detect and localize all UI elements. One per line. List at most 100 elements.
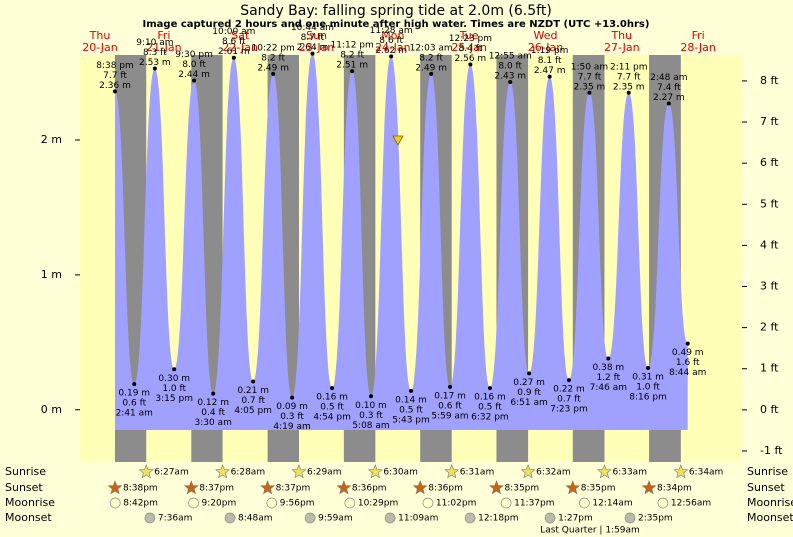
extreme-label: 0.3 ft [359,411,383,421]
row-time: 6:29am [307,468,342,478]
extreme-label: 7.4 ft [657,83,681,93]
sunset-icon [183,480,199,495]
day-date: 27-Jan [604,41,640,54]
row-time: 8:42pm [123,499,158,509]
y2-tick-label: 4 ft [760,238,779,251]
extreme-label: 0.09 m [276,402,308,412]
extreme-label: 10:22 pm [252,43,295,53]
extreme-label: 8.2 ft [340,51,364,61]
extreme-label: 1.6 ft [676,358,700,368]
extreme-point [132,382,137,387]
extreme-point [547,74,552,79]
extreme-label: 0.3 ft [280,412,304,422]
extreme-label: 0.4 ft [201,408,225,418]
y2-tick-label: 7 ft [760,115,779,128]
day-date: 21-Jan [146,41,182,54]
y2-tick-label: 1 ft [760,362,779,375]
extreme-label: 12:23 pm [449,34,492,44]
extreme-label: 0.5 ft [478,403,502,413]
extreme-label: 2.49 m [257,63,289,73]
y-tick-label: 2 m [41,133,62,146]
extreme-label: 7.7 ft [578,72,602,82]
day-name: Mon [381,29,404,42]
row-time: 6:34am [689,468,724,478]
extreme-label: 2.43 m [494,71,526,81]
row-time: 9:56pm [280,499,315,509]
extreme-label: 5:59 am [431,411,468,421]
extreme-label: 1.2 ft [596,373,620,383]
extreme-label: 1.0 ft [162,384,186,394]
extreme-label: 0.22 m [553,385,585,395]
extreme-point [251,379,256,384]
extreme-label: 2:48 am [650,73,687,83]
y2-tick-label: 6 ft [760,156,779,169]
row-time: 8:35pm [581,484,616,494]
extreme-point [626,90,631,95]
extreme-point [566,378,571,383]
row-label: Sunset [5,481,43,494]
extreme-label: 0.5 ft [320,403,344,413]
extreme-point [310,51,315,56]
row-time: 6:30am [383,468,418,478]
extreme-label: 2.51 m [336,61,368,71]
extreme-label: 7:46 am [590,383,627,393]
moon-phase: Last Quarter | 1:59am [540,526,640,536]
extreme-label: 12:03 am [410,43,453,53]
extreme-point [389,54,394,59]
day-name: Thu [610,29,632,42]
extreme-label: 1.0 ft [636,382,660,392]
extreme-label: 0.12 m [197,398,229,408]
extreme-label: 4:05 pm [234,406,272,416]
sunset-icon [107,480,123,495]
extreme-label: 2.64 m [297,43,329,53]
extreme-label: 4:54 pm [313,413,351,423]
row-time: 6:28am [231,468,266,478]
row-label: Sunrise [5,465,46,478]
extreme-label: 8:16 pm [629,392,667,402]
row-time: 6:31am [460,468,495,478]
moonrise-icon [188,497,199,509]
day-name: Wed [533,29,557,42]
extreme-label: 2.49 m [415,63,447,73]
extreme-point [487,386,492,391]
extreme-point [152,66,157,71]
chart-subtitle: Image captured 2 hours and one minute af… [143,19,650,30]
sunrise-icon [520,464,536,479]
row-time: 8:36pm [352,484,387,494]
extreme-label: 8.0 ft [182,60,206,70]
extreme-point [606,356,611,361]
extreme-label: 5:43 pm [392,415,430,425]
extreme-label: 7:23 pm [550,405,588,415]
extreme-label: 0.7 ft [557,395,581,405]
row-time: 8:36pm [428,484,463,494]
extreme-label: 0.6 ft [122,399,146,409]
day-name: Tue [459,29,479,42]
sunrise-icon [215,464,231,479]
extreme-point [369,394,374,399]
row-time: 12:14am [592,499,632,509]
extreme-label: 8.1 ft [538,56,562,66]
extreme-label: 8:38 pm [96,61,134,71]
extreme-point [508,79,513,84]
row-time: 6:32am [536,468,571,478]
sunrise-icon [596,464,612,479]
row-time: 7:36am [158,514,193,524]
day-date: 28-Jan [680,41,716,54]
moonrise-icon [344,497,356,509]
row-label: Sunset [747,481,785,494]
moonset-icon [624,512,636,524]
extreme-label: 11:12 pm [330,41,373,51]
moonrise-icon [109,497,121,509]
extreme-label: 2.27 m [653,93,685,103]
extreme-label: 0.5 ft [399,405,423,415]
row-time: 9:20pm [202,499,237,509]
row-time: 8:37pm [199,484,234,494]
extreme-label: 2.56 m [455,54,487,64]
extreme-point [330,386,335,391]
extreme-label: 2.47 m [534,66,566,76]
row-time: 9:59am [318,514,353,524]
row-time: 8:48am [238,514,272,524]
row-label: Moonset [5,511,52,524]
extreme-label: 8.6 ft [222,37,246,47]
sunrise-icon [444,464,460,479]
